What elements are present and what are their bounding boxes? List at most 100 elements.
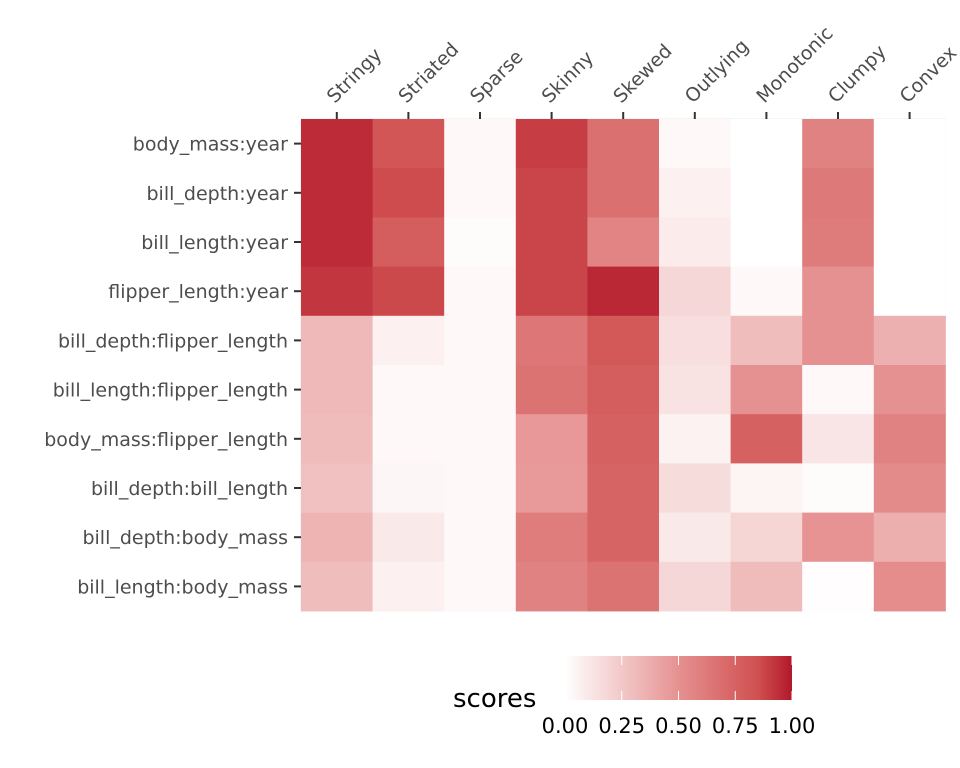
heatmap-cell (659, 168, 731, 218)
heatmap-cell (802, 168, 875, 218)
heatmap-cell (301, 168, 373, 218)
heatmap-cell (873, 217, 946, 267)
x-tick-label: Skewed (609, 40, 676, 107)
heatmap-cell (730, 315, 803, 366)
heatmap-cell (730, 561, 803, 612)
y-tick-label: bill_length:year (141, 232, 288, 254)
legend-label: 0.25 (598, 714, 645, 738)
heatmap-cell (515, 414, 588, 464)
heatmap-cell (515, 512, 588, 563)
heatmap-cell (802, 217, 875, 267)
x-tick-label: Sparse (466, 46, 528, 108)
x-tick-label: Skinny (538, 47, 599, 108)
heatmap-cell (301, 315, 373, 366)
heatmap-cell (372, 512, 445, 563)
x-tick-label: Clumpy (824, 41, 891, 108)
heatmap-cell (372, 414, 445, 464)
heatmap-cell (873, 119, 946, 169)
heatmap-cell (659, 414, 731, 464)
heatmap-cell (802, 414, 875, 464)
heatmap-cell (730, 414, 803, 464)
heatmap-cell (372, 168, 445, 218)
heatmap-cell (659, 315, 731, 366)
y-tick-label: bill_depth:year (147, 183, 289, 205)
heatmap-cell (301, 365, 373, 415)
heatmap-cell (372, 365, 445, 415)
heatmap-cell (873, 266, 946, 317)
x-tick-label: Outlying (681, 35, 753, 107)
heatmap-cell (515, 119, 588, 169)
y-tick-label: body_mass:year (133, 134, 288, 156)
heatmap-cell (802, 561, 875, 612)
heatmap-cell (659, 119, 731, 169)
heatmap-cell (301, 463, 373, 513)
heatmap-cell (301, 414, 373, 464)
legend: scores 0.00 0.25 0.50 0.75 1.00 (453, 656, 815, 738)
heatmap-cell (730, 512, 803, 563)
y-tick-label: body_mass:flipper_length (44, 429, 288, 451)
heatmap-cell (587, 414, 660, 464)
heatmap-cell (301, 217, 373, 267)
heatmap-cell (659, 217, 731, 267)
heatmap-cell (802, 463, 875, 513)
y-tick-label: bill_depth:body_mass (82, 527, 288, 549)
heatmap-cell (659, 266, 731, 317)
heatmap-cell (873, 414, 946, 464)
y-tick-label: flipper_length:year (108, 281, 288, 303)
heatmap-cell (587, 365, 660, 415)
heatmap-cell (444, 463, 517, 513)
heatmap-cell (873, 168, 946, 218)
heatmap-cell (659, 365, 731, 415)
heatmap-cell (515, 168, 588, 218)
heatmap-cell (372, 463, 445, 513)
heatmap-cell (444, 266, 517, 317)
heatmap-cell (587, 512, 660, 563)
x-tick-label: Stringy (323, 44, 387, 108)
y-tick-label: bill_depth:bill_length (91, 478, 288, 500)
heatmap-cell (873, 561, 946, 612)
heatmap-cell (873, 315, 946, 366)
heatmap-cell (802, 365, 875, 415)
heatmap-cell (515, 365, 588, 415)
heatmap-cell (659, 512, 731, 563)
y-tick-label: bill_length:flipper_length (53, 380, 288, 402)
y-tick-label: bill_depth:flipper_length (58, 330, 288, 352)
heatmap-cell (730, 217, 803, 267)
heatmap-cell (444, 217, 517, 267)
legend-label: 0.00 (542, 714, 589, 738)
x-tick-label: Monotonic (752, 22, 837, 107)
heatmap-cell (873, 463, 946, 513)
legend-label: 0.50 (655, 714, 702, 738)
y-axis: body_mass:year bill_depth:year bill_length… (44, 134, 301, 598)
heatmap-cell (873, 512, 946, 563)
heatmap-cell (730, 168, 803, 218)
heatmap-cell (515, 315, 588, 366)
heatmap-cell (372, 217, 445, 267)
heatmap-cell (515, 266, 588, 317)
legend-label: 0.75 (712, 714, 759, 738)
heatmap-cell (444, 315, 517, 366)
heatmap-cell (515, 561, 588, 612)
heatmap-cell (372, 561, 445, 612)
heatmap-cell (730, 266, 803, 317)
heatmap-cell (301, 512, 373, 563)
heatmap-cell (730, 365, 803, 415)
x-tick-label: Striated (394, 39, 463, 108)
heatmap-cell (587, 119, 660, 169)
heatmap-cell (301, 119, 373, 169)
heatmap-cell (659, 463, 731, 513)
heatmap-cell (372, 119, 445, 169)
heatmap-cell (730, 463, 803, 513)
x-axis: Stringy Striated Sparse Skinny Skewed Outlyin… (323, 22, 960, 119)
heatmap-cell (587, 463, 660, 513)
heatmap-cell (587, 168, 660, 218)
heatmap-cell (659, 561, 731, 612)
heatmap-cell (301, 561, 373, 612)
heatmap-cell (587, 266, 660, 317)
y-tick-label: bill_length:body_mass (77, 576, 288, 598)
heatmap-cell (802, 266, 875, 317)
heatmap-cell (802, 315, 875, 366)
heatmap-cell (444, 561, 517, 612)
heatmap-cell (802, 119, 875, 169)
